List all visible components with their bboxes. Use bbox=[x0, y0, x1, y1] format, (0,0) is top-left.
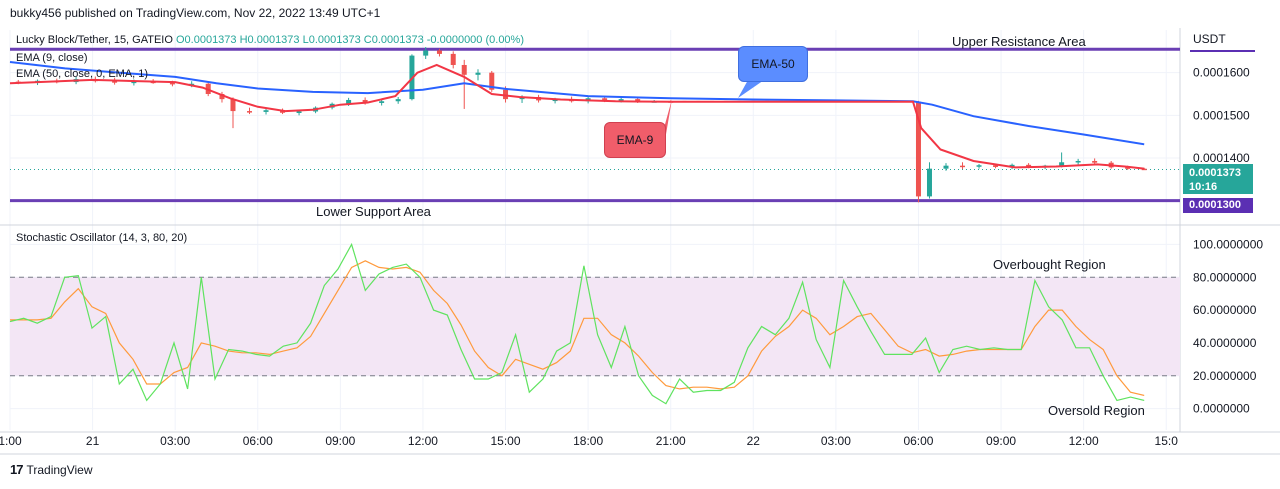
symbol-name[interactable]: Lucky Block/Tether, 15, GATEIO bbox=[16, 34, 173, 46]
candle-down[interactable] bbox=[362, 99, 368, 103]
upper-resistance-label: Upper Resistance Area bbox=[952, 34, 1086, 49]
candle-down[interactable] bbox=[436, 50, 442, 54]
time-tick-label: 21 bbox=[86, 434, 100, 448]
stoch-d-line[interactable] bbox=[10, 260, 1145, 396]
candle-up[interactable] bbox=[475, 72, 481, 75]
candle-down[interactable] bbox=[461, 64, 467, 75]
candle-up[interactable] bbox=[1059, 162, 1065, 166]
candle-down[interactable] bbox=[450, 53, 456, 65]
ema9-callout[interactable]: EMA-9 bbox=[604, 122, 666, 158]
candle-up[interactable] bbox=[976, 165, 982, 167]
ema50-legend[interactable]: EMA (50, close, 0, EMA, 1) bbox=[16, 68, 149, 80]
stoch-tick-label: 80.0000000 bbox=[1193, 270, 1257, 284]
price-tick-label: 0.0001400 bbox=[1193, 151, 1250, 165]
candle-down[interactable] bbox=[219, 94, 225, 100]
time-tick-label: 06:00 bbox=[243, 434, 273, 448]
time-tick-label: 15:00 bbox=[491, 434, 521, 448]
candle-up[interactable] bbox=[296, 111, 302, 113]
candle-down[interactable] bbox=[1125, 167, 1131, 169]
ema9-callout-pointer bbox=[664, 99, 672, 146]
support-price-tag: 0.0001300 bbox=[1183, 198, 1253, 213]
candle-up[interactable] bbox=[131, 81, 137, 84]
tradingview-brand: TradingView bbox=[26, 462, 93, 477]
time-tick-label: 15:0 bbox=[1155, 434, 1179, 448]
candle-down[interactable] bbox=[602, 98, 608, 100]
stoch-k-line[interactable] bbox=[9, 242, 1145, 405]
candle-down[interactable] bbox=[503, 89, 509, 100]
stoch-legend[interactable]: Stochastic Oscillator (14, 3, 80, 20) bbox=[16, 232, 188, 244]
time-tick-label: 06:00 bbox=[903, 434, 933, 448]
candle-up[interactable] bbox=[943, 165, 949, 169]
candle-down[interactable] bbox=[1141, 168, 1147, 171]
stoch-band bbox=[10, 277, 1180, 376]
time-tick-label: 12:00 bbox=[408, 434, 438, 448]
candle-down[interactable] bbox=[960, 165, 966, 168]
stoch-tick-label: 100.0000000 bbox=[1193, 237, 1263, 251]
candle-up[interactable] bbox=[552, 99, 558, 102]
candle-up[interactable] bbox=[423, 50, 429, 56]
bar-countdown: 10:16 bbox=[1189, 181, 1218, 193]
price-tick-label: 0.0001600 bbox=[1193, 66, 1250, 80]
candle-down[interactable] bbox=[247, 111, 253, 113]
candle-down[interactable] bbox=[230, 99, 236, 112]
candle-up[interactable] bbox=[926, 168, 932, 197]
ema50-callout-pointer bbox=[738, 80, 764, 98]
candle-up[interactable] bbox=[379, 101, 385, 103]
candle-down[interactable] bbox=[993, 165, 999, 167]
tradingview-footer[interactable]: 17 TradingView bbox=[10, 462, 93, 477]
candle-down[interactable] bbox=[1092, 160, 1098, 163]
candle-down[interactable] bbox=[169, 82, 175, 85]
ema9-legend[interactable]: EMA (9, close) bbox=[16, 52, 88, 64]
publisher-header: bukky456 published on TradingView.com, N… bbox=[10, 6, 381, 20]
time-tick-label: 21:00 bbox=[656, 434, 686, 448]
stoch-tick-label: 60.0000000 bbox=[1193, 303, 1257, 317]
candle-down[interactable] bbox=[635, 99, 641, 102]
lower-support-label: Lower Support Area bbox=[316, 204, 431, 219]
stoch-tick-label: 0.0000000 bbox=[1193, 402, 1250, 416]
candle-up[interactable] bbox=[1075, 160, 1081, 163]
candle-up[interactable] bbox=[346, 99, 352, 104]
stoch-tick-label: 40.0000000 bbox=[1193, 336, 1257, 350]
time-tick-label: 1:00 bbox=[0, 434, 22, 448]
ema9-line[interactable] bbox=[9, 63, 1145, 170]
time-tick-label: 09:00 bbox=[325, 434, 355, 448]
symbol-legend: Lucky Block/Tether, 15, GATEIO O0.000137… bbox=[16, 34, 524, 46]
time-tick-label: 18:00 bbox=[573, 434, 603, 448]
candle-down[interactable] bbox=[112, 81, 118, 83]
stoch-tick-label: 20.0000000 bbox=[1193, 369, 1257, 383]
overbought-label: Overbought Region bbox=[993, 257, 1106, 272]
candle-down[interactable] bbox=[489, 72, 495, 90]
ohlc-values: O0.0001373 H0.0001373 L0.0001373 C0.0001… bbox=[175, 34, 524, 46]
last-price-value: 0.0001373 bbox=[1189, 167, 1241, 179]
time-tick-label: 12:00 bbox=[1069, 434, 1099, 448]
ema50-line[interactable] bbox=[9, 61, 1145, 146]
time-tick-label: 22 bbox=[747, 434, 761, 448]
oversold-label: Oversold Region bbox=[1048, 403, 1145, 418]
currency-label: USDT bbox=[1193, 32, 1226, 46]
candle-down[interactable] bbox=[1026, 164, 1032, 167]
price-tick-label: 0.0001500 bbox=[1193, 108, 1250, 122]
time-tick-label: 09:00 bbox=[986, 434, 1016, 448]
time-tick-label: 03:00 bbox=[160, 434, 190, 448]
candle-up[interactable] bbox=[263, 110, 269, 112]
candle-down[interactable] bbox=[915, 101, 921, 197]
candle-up[interactable] bbox=[1009, 164, 1015, 167]
tradingview-logo-icon: 17 bbox=[10, 462, 24, 477]
time-tick-label: 03:00 bbox=[821, 434, 851, 448]
ema50-callout[interactable]: EMA-50 bbox=[738, 46, 808, 82]
candle-up[interactable] bbox=[618, 99, 624, 101]
last-price-tag: 0.0001373 10:16 bbox=[1183, 164, 1253, 194]
candle-up[interactable] bbox=[395, 99, 401, 102]
